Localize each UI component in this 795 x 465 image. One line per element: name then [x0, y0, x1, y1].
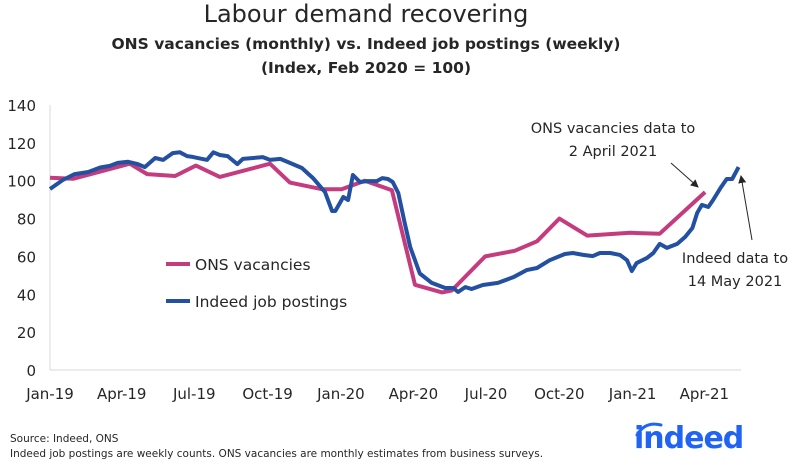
legend-label-ons: ONS vacancies: [195, 256, 311, 274]
source-note: Source: Indeed, ONS: [10, 433, 119, 445]
y-tick-label: 20: [17, 324, 36, 342]
series-line-ons-vacancies: [49, 161, 707, 295]
y-tick-label: 40: [17, 286, 36, 304]
y-tick-label: 140: [7, 97, 36, 115]
x-tick-label: Jan-20: [316, 385, 365, 403]
y-tick-label: 120: [7, 135, 36, 153]
logo-text: indeed: [634, 421, 744, 456]
y-tick-label: 0: [26, 362, 36, 380]
legend: ONS vacancies Indeed job postings: [166, 256, 347, 311]
x-tick-label: Jan-19: [25, 385, 74, 403]
annotation-indeed-line2: 14 May 2021: [688, 274, 783, 290]
x-tick-label: Apr-21: [680, 385, 730, 403]
legend-label-indeed: Indeed job postings: [195, 293, 347, 311]
x-tick-label: Jul-20: [464, 385, 508, 403]
x-tick-label: Jan-21: [608, 385, 657, 403]
annotation-ons-line2: 2 April 2021: [569, 144, 658, 160]
y-tick-label: 80: [17, 211, 36, 229]
y-tick-label: 100: [7, 173, 36, 191]
x-tick-label: Oct-19: [242, 385, 292, 403]
annotation-indeed-arrow: [738, 175, 753, 241]
chart-subtitle: ONS vacancies (monthly) vs. Indeed job p…: [111, 35, 621, 53]
x-tick-label: Apr-20: [389, 385, 439, 403]
annotation-indeed-line1: Indeed data to: [682, 251, 788, 267]
annotation-ons-arrow: [670, 162, 699, 188]
chart-title: Labour demand recovering: [203, 0, 529, 28]
x-tick-label: Apr-19: [97, 385, 147, 403]
chart-subtitle-index: (Index, Feb 2020 = 100): [260, 59, 472, 77]
methodology-note: Indeed job postings are weekly counts. O…: [10, 448, 544, 460]
logo-arc-icon: [635, 422, 663, 437]
y-tick-label: 60: [17, 248, 36, 266]
x-tick-label: Jul-19: [172, 385, 216, 403]
indeed-logo: indeed: [631, 419, 746, 459]
annotation-ons-line1: ONS vacancies data to: [531, 121, 696, 137]
series-line-indeed-postings: [48, 150, 741, 294]
x-tick-label: Oct-20: [534, 385, 584, 403]
